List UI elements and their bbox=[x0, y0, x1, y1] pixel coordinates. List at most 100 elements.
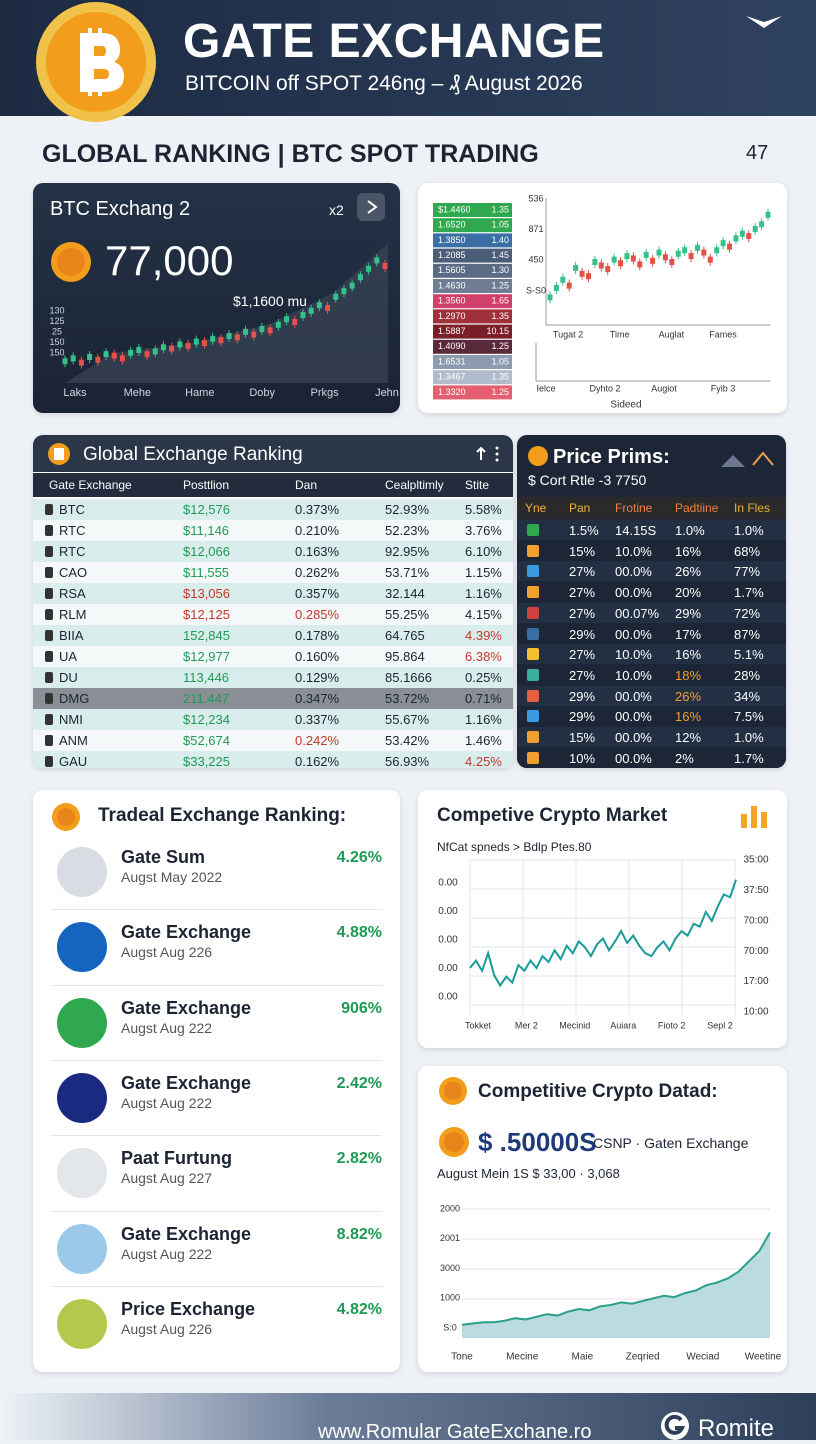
table-cell: 92.95% bbox=[385, 544, 430, 559]
separator bbox=[51, 1210, 382, 1212]
table-cell: 14.15S bbox=[615, 523, 657, 538]
item-pct: 4.26% bbox=[336, 849, 382, 866]
table-cell: 0.25% bbox=[465, 670, 502, 685]
table-cell: 52.23% bbox=[385, 523, 430, 538]
candle bbox=[308, 307, 314, 314]
list-value: 1.35 bbox=[491, 204, 509, 214]
table-menu[interactable] bbox=[475, 444, 505, 464]
separator bbox=[51, 984, 382, 986]
candle bbox=[727, 243, 733, 250]
item-date: Augst Aug 227 bbox=[121, 1170, 213, 1187]
table-cell: 10.0% bbox=[615, 667, 652, 683]
price-note: $1,1600 mu bbox=[233, 293, 307, 309]
table-cell: 10.0% bbox=[615, 543, 652, 559]
candle bbox=[62, 358, 68, 365]
item-pct: 906% bbox=[341, 999, 382, 1017]
card-title: Competive Crypto Market bbox=[437, 805, 668, 826]
y-label: 0.00 bbox=[438, 935, 458, 946]
table-cell: 27% bbox=[569, 667, 596, 683]
list-value: 1.4630 bbox=[438, 280, 466, 290]
item-name: Gate Exchange bbox=[121, 997, 252, 1018]
item-icon bbox=[57, 922, 107, 973]
footer-brand: Romite bbox=[698, 1415, 775, 1442]
table-cell: BTC bbox=[59, 502, 85, 517]
candle bbox=[243, 328, 249, 335]
list-value: 1.30 bbox=[491, 265, 509, 275]
y-label: S:0 bbox=[443, 1322, 457, 1332]
data-chart: 2000 2001 3000 1000 S:0 Tone Mecine Maie Zeqried… bbox=[440, 1203, 782, 1363]
table-row: 1.5% 14.15S 1.0% 1.0% bbox=[517, 520, 786, 540]
table-cell: 00.0% bbox=[615, 709, 652, 725]
page-subtitle: BITCOIN off SPOT 246ng – ₰ August 2026 bbox=[185, 72, 583, 95]
row-icon bbox=[45, 735, 53, 746]
x-label: Zeqried bbox=[626, 1352, 660, 1363]
row-icon bbox=[45, 714, 53, 725]
logo-coin bbox=[36, 2, 156, 122]
candle bbox=[87, 354, 93, 360]
candle bbox=[366, 265, 372, 272]
list-row bbox=[433, 279, 512, 293]
row-icon bbox=[527, 751, 539, 764]
table-cell: 5.58% bbox=[465, 502, 502, 517]
list-value: 1.5605 bbox=[438, 265, 466, 275]
table-row: 29% 00.0% 17% 87% bbox=[517, 623, 786, 644]
y-label: 536 bbox=[528, 193, 543, 203]
y-label: 2000 bbox=[440, 1203, 460, 1213]
table-cell: 32.144 bbox=[385, 586, 425, 601]
column-label: In Fles bbox=[734, 501, 771, 515]
list-value: 1.25 bbox=[491, 280, 509, 290]
list-icon bbox=[52, 803, 80, 831]
table-icon bbox=[48, 443, 70, 465]
table-cell: 28% bbox=[734, 667, 761, 683]
list-value: 1.65 bbox=[491, 296, 509, 306]
item-date: Augst Aug 222 bbox=[121, 1094, 213, 1111]
menu-icon[interactable] bbox=[744, 12, 784, 34]
table-row: 10% 00.0% 2% 1.7% bbox=[517, 747, 786, 768]
item-pct: 2.82% bbox=[336, 1150, 382, 1168]
column-label: Dan bbox=[295, 478, 318, 492]
price-table: Price Prims: $ Cort Rtle -3 7750 Yne Pan F… bbox=[517, 435, 786, 768]
y-label: 130 bbox=[49, 305, 64, 315]
play-button[interactable] bbox=[357, 193, 385, 221]
card-title: Competitive Crypto Datad: bbox=[478, 1081, 718, 1102]
table-cell: 55.67% bbox=[385, 712, 430, 727]
x-label: Mecinid bbox=[559, 1020, 590, 1030]
line bbox=[461, 1231, 771, 1326]
y-label: 0.00 bbox=[438, 906, 458, 917]
table-cell: 68% bbox=[734, 543, 761, 559]
candle bbox=[547, 294, 553, 301]
table-cell: RSA bbox=[59, 586, 86, 601]
list-title: Tradeal Exchange Ranking: bbox=[98, 805, 347, 826]
table-row: UA $12,977 0.160% 95.864 6.38% bbox=[33, 646, 513, 667]
candle bbox=[560, 276, 566, 283]
candle bbox=[111, 352, 117, 359]
x-label: Fioto 2 bbox=[658, 1020, 686, 1030]
list-value: 1.3850 bbox=[438, 235, 466, 245]
x-label: Prkgs bbox=[311, 387, 340, 399]
table-row: RTC $12,066 0.163% 92.95% 6.10% bbox=[33, 541, 513, 562]
x-label: Auglat bbox=[659, 329, 685, 339]
candle bbox=[669, 259, 675, 265]
row-icon bbox=[527, 668, 539, 681]
table-cell: 0.242% bbox=[295, 733, 340, 748]
table-cell: 85.1666 bbox=[385, 670, 432, 685]
row-icon bbox=[45, 546, 53, 557]
list-row bbox=[433, 203, 512, 217]
table-cell: 1.16% bbox=[465, 712, 502, 727]
column-label: Pan bbox=[569, 501, 591, 515]
header: GATE EXCHANGE BITCOIN off SPOT 246ng – ₰… bbox=[0, 0, 816, 122]
column-label: Cealpltimly bbox=[385, 478, 444, 492]
table-cell: 95.864 bbox=[385, 649, 425, 664]
table-cell: 72% bbox=[734, 605, 761, 621]
candle bbox=[341, 288, 347, 295]
candle bbox=[675, 250, 681, 257]
table-cell: 29% bbox=[569, 626, 596, 642]
table-cell: 152,845 bbox=[183, 628, 230, 643]
candle bbox=[349, 282, 355, 289]
candle bbox=[624, 253, 630, 260]
footer-url[interactable]: www.Romular GateExchane.ro bbox=[318, 1421, 592, 1443]
table-cell: 29% bbox=[675, 605, 702, 621]
candle bbox=[136, 347, 142, 353]
